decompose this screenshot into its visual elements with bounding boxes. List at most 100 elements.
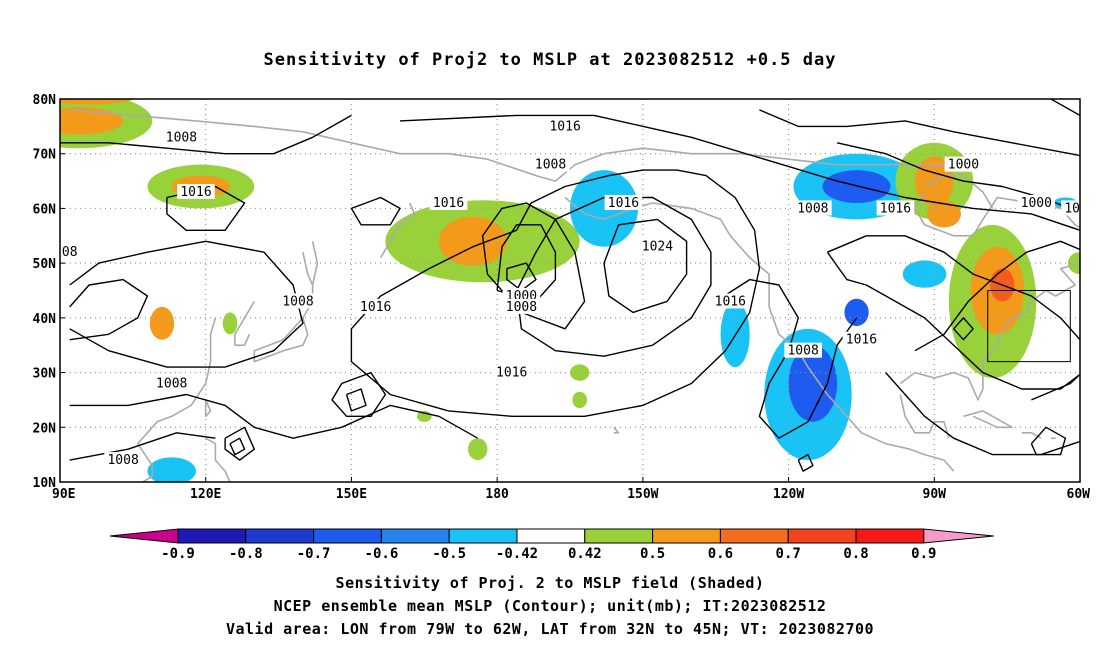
- contour-label-bg: [1095, 206, 1100, 221]
- sensitivity-blob: [147, 457, 196, 482]
- colorbar-label: 0.42: [568, 546, 602, 562]
- contour-label-bg: [104, 452, 142, 468]
- footer-line-2: NCEP ensemble mean MSLP (Contour); unit(…: [273, 597, 827, 615]
- lat-label: 40N: [33, 312, 57, 327]
- mslp-contour: [953, 317, 974, 341]
- map-frame: [59, 98, 1081, 483]
- contour-label: 1008: [166, 130, 197, 145]
- sensitivity-blob: [822, 170, 891, 203]
- colorbar-label: 0.5: [640, 546, 665, 562]
- lon-label: 90E: [52, 487, 75, 502]
- contour-label: 1008: [535, 158, 566, 173]
- mslp-contour: [229, 437, 246, 456]
- mslp-contour: [826, 235, 1080, 390]
- colorbar-min-arrow: [109, 528, 179, 544]
- sensitivity-blob: [927, 200, 961, 228]
- contour-label-bg: [842, 331, 881, 347]
- coastline: [564, 196, 955, 472]
- contour-label: 1016: [715, 294, 746, 309]
- lon-label: 60W: [1067, 487, 1091, 502]
- lon-label: 90W: [923, 487, 947, 502]
- colorbar-label: -0.42: [496, 546, 538, 562]
- contour-label-bg: [531, 156, 570, 172]
- lon-label: 120E: [190, 487, 221, 502]
- lat-label: 10N: [33, 476, 57, 491]
- mslp-contour: [603, 218, 688, 314]
- contour-label: 1016: [180, 185, 211, 200]
- sensitivity-blob: [902, 260, 947, 288]
- coastline: [204, 399, 212, 418]
- colorbar-label: -0.7: [297, 546, 331, 562]
- colorbar-max-arrow: [923, 528, 994, 544]
- contour-label: 1016: [880, 201, 911, 216]
- colorbar-swatch: [719, 528, 789, 544]
- contour-label: 1008: [797, 201, 828, 216]
- lon-label: 150E: [336, 487, 367, 502]
- contour-label: 1008: [1064, 201, 1095, 216]
- contour-label: 1016: [360, 300, 391, 315]
- contour-label-bg: [429, 194, 468, 210]
- contour-label-bg: [60, 244, 81, 260]
- contour-label: 1008: [107, 453, 138, 468]
- mslp-contour: [914, 240, 1080, 401]
- contour-label-bg: [1017, 194, 1056, 210]
- mslp-contour: [69, 393, 479, 439]
- lon-label: 150W: [627, 487, 658, 502]
- colorbar-label: 0.9: [911, 546, 936, 562]
- colorbar-swatch: [584, 528, 654, 544]
- coastline: [963, 410, 1013, 429]
- mslp-contour: [69, 240, 304, 368]
- colorbar-swatch: [313, 528, 382, 544]
- mslp-contour: [60, 114, 352, 155]
- mslp-contour: [69, 432, 216, 461]
- colorbar-label: -0.9: [161, 546, 195, 562]
- colorbar-swatch: [787, 528, 857, 544]
- lat-label: 70N: [33, 148, 57, 163]
- mslp-contour: [759, 109, 1080, 157]
- mslp-contour: [1030, 426, 1067, 456]
- mslp-contour: [506, 262, 537, 292]
- colorbar-label: -0.6: [365, 546, 399, 562]
- sensitivity-blob: [60, 99, 136, 105]
- contour-label: 1008: [787, 344, 818, 359]
- contour-label: 1016: [608, 196, 639, 211]
- colorbar-label: 0.7: [776, 546, 801, 562]
- mslp-contour: [350, 169, 761, 417]
- colorbar-label: -0.5: [432, 546, 466, 562]
- contour-label-bg: [944, 156, 983, 172]
- lat-label: 60N: [33, 202, 57, 217]
- coastline: [234, 300, 255, 346]
- contour-label-bg: [279, 293, 317, 309]
- footer-line-1: Sensitivity of Proj. 2 to MSLP field (Sh…: [335, 574, 765, 592]
- contour-label: 08: [62, 245, 78, 260]
- contour-label: 1016: [549, 119, 580, 134]
- contour-label: 1016: [496, 366, 527, 381]
- contour-label-bg: [162, 129, 201, 145]
- mslp-contour: [69, 278, 149, 341]
- sensitivity-blob: [1067, 252, 1080, 275]
- mslp-contour: [715, 278, 858, 439]
- contour-label-bg: [546, 118, 584, 134]
- sensitivity-blob: [468, 438, 488, 461]
- coastline: [1079, 120, 1080, 122]
- contour-label: 1008: [506, 300, 537, 315]
- colorbar-swatch: [855, 528, 925, 544]
- contour-label-bg: [1081, 310, 1100, 325]
- contour-label-bg: [638, 238, 677, 254]
- colorbar-swatch: [516, 528, 586, 544]
- lat-label: 20N: [33, 421, 57, 436]
- lat-label: 30N: [33, 367, 57, 382]
- contour-labels-layer: 1016 1008 1016 1024 1016 1000 1008 1016 1016 1016…: [60, 118, 1100, 468]
- sensitivity-blob: [149, 306, 175, 340]
- contour-label-bg: [492, 364, 531, 380]
- contour-label-bg: [502, 298, 541, 314]
- sensitivity-blob: [844, 298, 869, 327]
- mslp-contour: [481, 202, 586, 330]
- coastline: [205, 437, 231, 482]
- sensitivity-blob: [438, 216, 507, 266]
- axis-labels: 90E 120E 150E 180 150W 120W 90W 60W 80N 70N 60N 50N…: [33, 93, 1091, 502]
- lat-label: 80N: [33, 93, 57, 108]
- colorbar: -0.9 -0.8 -0.7 -0.6 -0.5 -0.42 0.42 0.5 0.6 0.7 0.…: [109, 528, 994, 562]
- coastline: [899, 394, 950, 439]
